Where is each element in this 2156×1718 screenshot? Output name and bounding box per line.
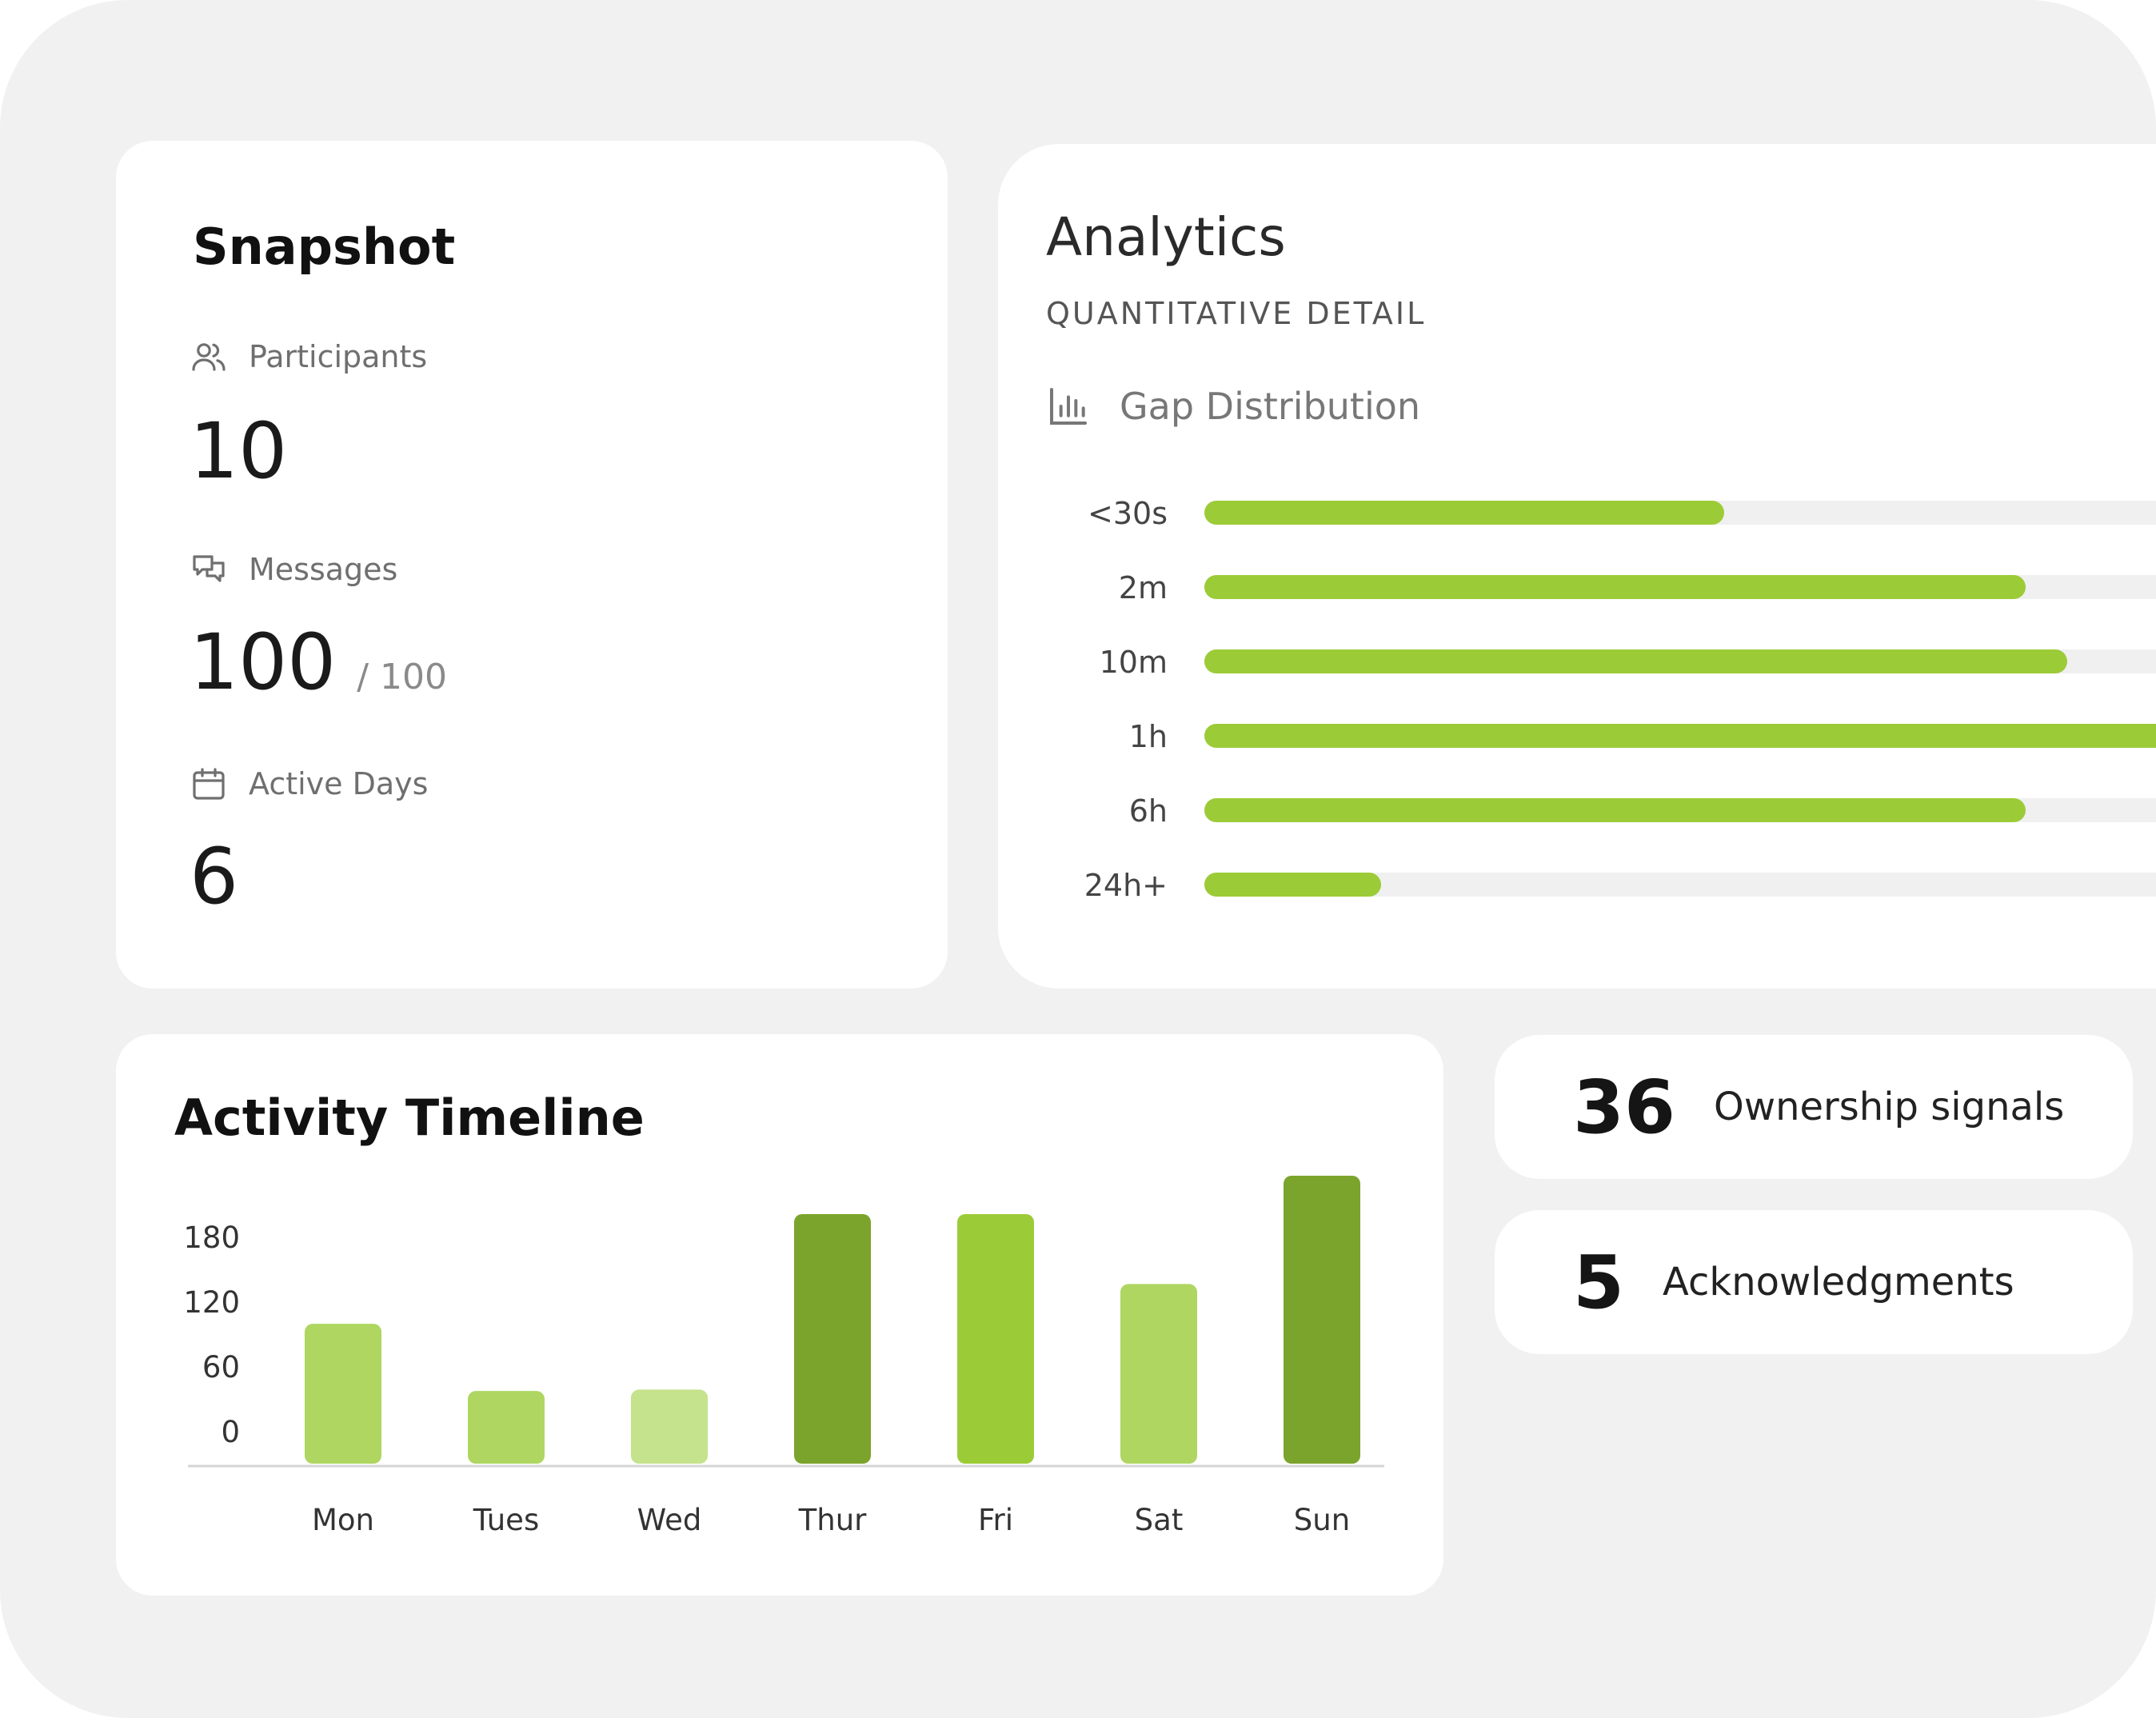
bar-sun [1284, 1176, 1360, 1464]
ownership-signals-label: Ownership signals [1714, 1085, 2065, 1129]
messages-value: 100 [190, 617, 337, 707]
messages-label: Messages [249, 552, 398, 587]
gap-distribution-heading: Gap Distribution [1046, 384, 1420, 429]
bar-thur [794, 1214, 871, 1464]
gap-bar [1204, 575, 2026, 599]
x-tick-label: Tues [473, 1503, 539, 1537]
gap-bar [1204, 649, 2067, 673]
ownership-signals-card: 36 Ownership signals [1495, 1035, 2133, 1179]
participants-label-row: Participants [190, 338, 427, 376]
bar-tues [468, 1391, 545, 1464]
gap-bar [1204, 501, 1724, 525]
messages-value-row: 100 / 100 [190, 624, 447, 701]
y-tick-label: 60 [202, 1350, 240, 1384]
gap-bar [1204, 873, 1381, 897]
gap-row: <30s [998, 496, 2156, 533]
active-days-label-row: Active Days [190, 765, 428, 803]
gap-track [1204, 724, 2156, 748]
gap-track [1204, 649, 2156, 673]
gap-row: 2m [998, 570, 2156, 607]
gap-track [1204, 501, 2156, 525]
gap-row: 1h [998, 719, 2156, 756]
gap-label: 1h [1128, 719, 1168, 754]
gap-label: 24h+ [1084, 868, 1168, 903]
gap-track [1204, 798, 2156, 822]
gap-distribution-title: Gap Distribution [1120, 385, 1421, 428]
y-tick-label: 120 [183, 1285, 240, 1320]
activity-timeline-chart: 0 60 120 180 Mon Tues Wed Thur Fri Sat Sun [183, 1176, 1384, 1537]
participants-label: Participants [249, 339, 428, 374]
x-tick-label: Thur [798, 1503, 868, 1537]
x-tick-label: Wed [637, 1503, 702, 1537]
messages-label-row: Messages [190, 550, 397, 589]
activity-timeline-card: 0 60 120 180 Mon Tues Wed Thur Fri Sat Sun Activit… [116, 1034, 1443, 1596]
ownership-signals-value: 36 [1573, 1064, 1676, 1150]
bar-wed [631, 1389, 708, 1464]
acknowledgments-label: Acknowledgments [1663, 1260, 2014, 1304]
gap-track [1204, 575, 2156, 599]
analytics-card: Analytics QUANTITATIVE DETAIL Gap Distri… [998, 144, 2156, 989]
gap-row: 24h+ [998, 868, 2156, 905]
calendar-icon [193, 768, 225, 800]
gap-label: 2m [1118, 570, 1168, 605]
chat-icon [193, 555, 225, 582]
bar-sat [1120, 1284, 1197, 1464]
y-tick-label: 180 [183, 1221, 240, 1255]
active-days-label: Active Days [249, 766, 429, 801]
gap-label: 10m [1099, 645, 1168, 680]
active-days-value: 6 [190, 832, 239, 921]
gap-row: 6h [998, 793, 2156, 830]
gap-bar [1204, 798, 2026, 822]
bar-mon [305, 1324, 381, 1464]
x-tick-label: Sat [1135, 1503, 1184, 1537]
analytics-subtitle: QUANTITATIVE DETAIL [1046, 296, 1427, 331]
gap-bar [1204, 724, 2156, 748]
x-tick-label: Fri [978, 1503, 1013, 1537]
gap-label: 6h [1128, 793, 1168, 829]
y-tick-label: 0 [221, 1415, 240, 1449]
snapshot-title: Snapshot [193, 218, 456, 276]
bar-fri [957, 1214, 1034, 1464]
acknowledgments-card: 5 Acknowledgments [1495, 1210, 2133, 1354]
x-tick-label: Mon [312, 1503, 374, 1537]
x-tick-label: Sun [1294, 1503, 1350, 1537]
gap-label: <30s [1088, 496, 1168, 531]
bar-chart-icon [1050, 388, 1087, 425]
acknowledgments-value: 5 [1573, 1239, 1625, 1325]
messages-total: / 100 [357, 657, 448, 697]
snapshot-card: Snapshot Participants 10 Messages 100 / … [116, 141, 948, 989]
gap-track [1204, 873, 2156, 897]
users-icon [192, 343, 226, 371]
timeline-title: Activity Timeline [174, 1089, 645, 1147]
gap-row: 10m [998, 645, 2156, 681]
participants-value: 10 [190, 406, 288, 496]
analytics-title: Analytics [1046, 206, 1286, 268]
